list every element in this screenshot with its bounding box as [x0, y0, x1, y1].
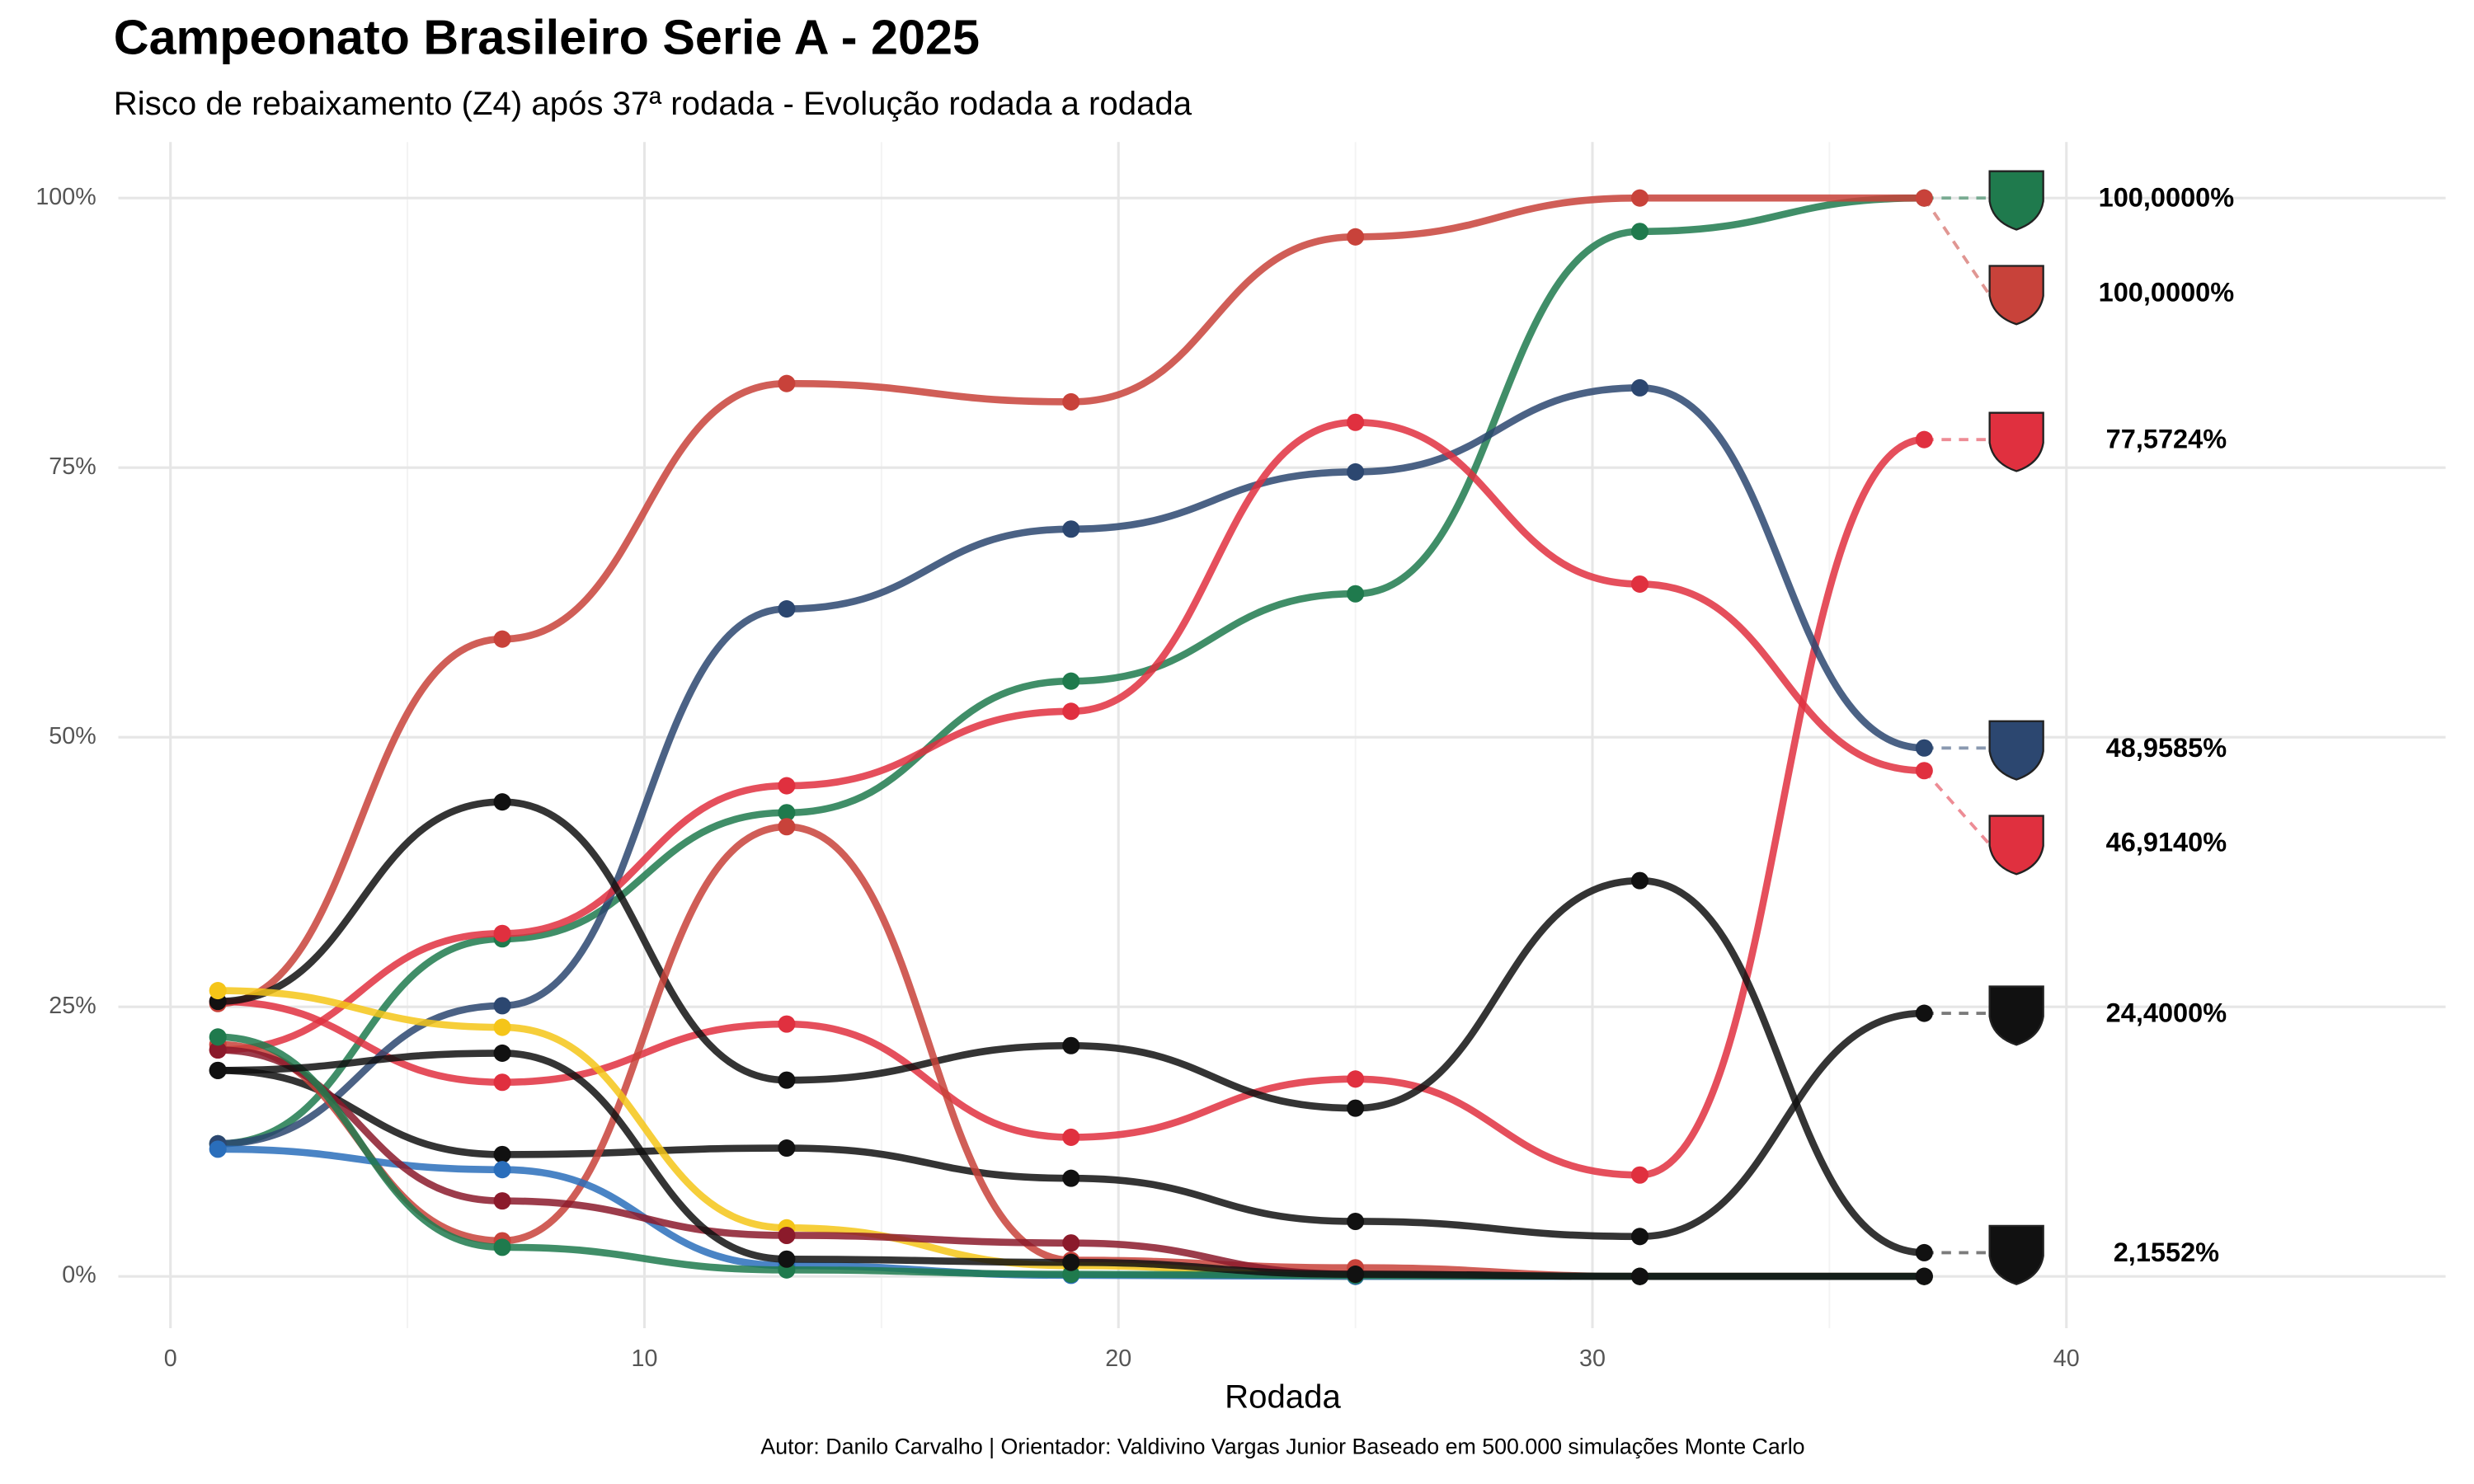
end-label: 46,9140% [2106, 828, 2227, 857]
series-line [218, 435, 1925, 1179]
data-point [1630, 189, 1649, 207]
data-point [1062, 1266, 1080, 1284]
y-tick-label: 0% [62, 1262, 96, 1289]
data-point [1630, 1228, 1649, 1246]
data-point [493, 793, 511, 811]
data-point [1347, 228, 1365, 246]
data-point [1062, 1036, 1080, 1054]
y-tick-label: 50% [49, 723, 96, 749]
data-point [1630, 1166, 1649, 1184]
data-point [778, 804, 796, 822]
x-tick-label: 0 [164, 1345, 177, 1372]
connector [1922, 769, 1990, 844]
data-point [493, 1044, 511, 1062]
data-point [778, 1250, 796, 1268]
data-point [493, 997, 511, 1015]
x-tick-label: 40 [2053, 1345, 2080, 1372]
data-point [1062, 672, 1080, 690]
data-point [1347, 463, 1365, 481]
series-line [218, 194, 1925, 1007]
data-point [1347, 1212, 1365, 1231]
data-point [1630, 1267, 1649, 1285]
data-point [778, 600, 796, 618]
x-axis-label: Rodada [1225, 1378, 1341, 1416]
end-label: 77,5724% [2106, 425, 2227, 454]
y-tick-label: 100% [35, 184, 96, 210]
end-label: 100,0000% [2099, 183, 2235, 213]
data-point [778, 777, 796, 795]
team-badge [1988, 265, 2044, 326]
data-point [1062, 1169, 1080, 1187]
data-point [1347, 1266, 1365, 1284]
data-point [209, 1040, 227, 1059]
data-point [1062, 1253, 1080, 1271]
y-tick-label: 25% [49, 993, 96, 1019]
data-point [1347, 1070, 1365, 1088]
chart-subtitle: Risco de rebaixamento (Z4) após 37ª roda… [114, 85, 1192, 122]
data-point [493, 1145, 511, 1163]
end-label: 24,4000% [2106, 998, 2227, 1028]
team-badge [1988, 985, 2044, 1046]
data-point [1062, 1128, 1080, 1146]
data-point [209, 1028, 227, 1046]
data-point [493, 630, 511, 648]
chart-title: Campeonato Brasileiro Serie A - 2025 [114, 9, 980, 64]
x-tick-label: 30 [1579, 1345, 1606, 1372]
data-point [1915, 1004, 1933, 1022]
data-point [1630, 223, 1649, 241]
data-point [1915, 189, 1933, 207]
data-point [1062, 702, 1080, 721]
data-point [209, 1061, 227, 1079]
end-label: 2,1552% [2114, 1237, 2219, 1267]
data-point [1062, 392, 1080, 411]
data-point [778, 1071, 796, 1089]
connector [1922, 197, 1990, 294]
data-point [1630, 871, 1649, 890]
data-point [1915, 762, 1933, 780]
data-point [778, 374, 796, 392]
end-label: 48,9585% [2106, 733, 2227, 763]
x-tick-label: 20 [1105, 1345, 1131, 1372]
data-point [778, 1226, 796, 1245]
x-tick-label: 10 [632, 1345, 658, 1372]
data-point [778, 1139, 796, 1158]
data-point [1062, 520, 1080, 538]
team-badge [1988, 1224, 2044, 1285]
end-label: 100,0000% [2099, 278, 2235, 308]
data-point [1915, 430, 1933, 448]
data-point [493, 1161, 511, 1179]
data-point [1347, 1099, 1365, 1117]
team-badge [1988, 170, 2044, 231]
data-point [493, 1073, 511, 1092]
data-point [778, 1015, 796, 1033]
data-point [1915, 1267, 1933, 1285]
data-point [493, 1192, 511, 1210]
team-badge [1988, 411, 2044, 472]
data-point [1630, 575, 1649, 593]
data-point [1915, 1243, 1933, 1261]
y-tick-label: 75% [49, 453, 96, 480]
series-line [218, 194, 1925, 1148]
data-point [778, 818, 796, 836]
data-point [1915, 739, 1933, 757]
data-point [493, 924, 511, 942]
data-point [1347, 413, 1365, 431]
data-point [1630, 378, 1649, 397]
team-badge [1988, 720, 2044, 781]
data-point [493, 1238, 511, 1256]
data-point [493, 1018, 511, 1036]
team-badge [1988, 815, 2044, 876]
data-point [209, 982, 227, 1000]
data-point [1062, 1234, 1080, 1252]
data-point [1347, 585, 1365, 603]
data-point [209, 1140, 227, 1158]
caption: Autor: Danilo Carvalho | Orientador: Val… [760, 1434, 1804, 1458]
series-line [218, 384, 1925, 1148]
